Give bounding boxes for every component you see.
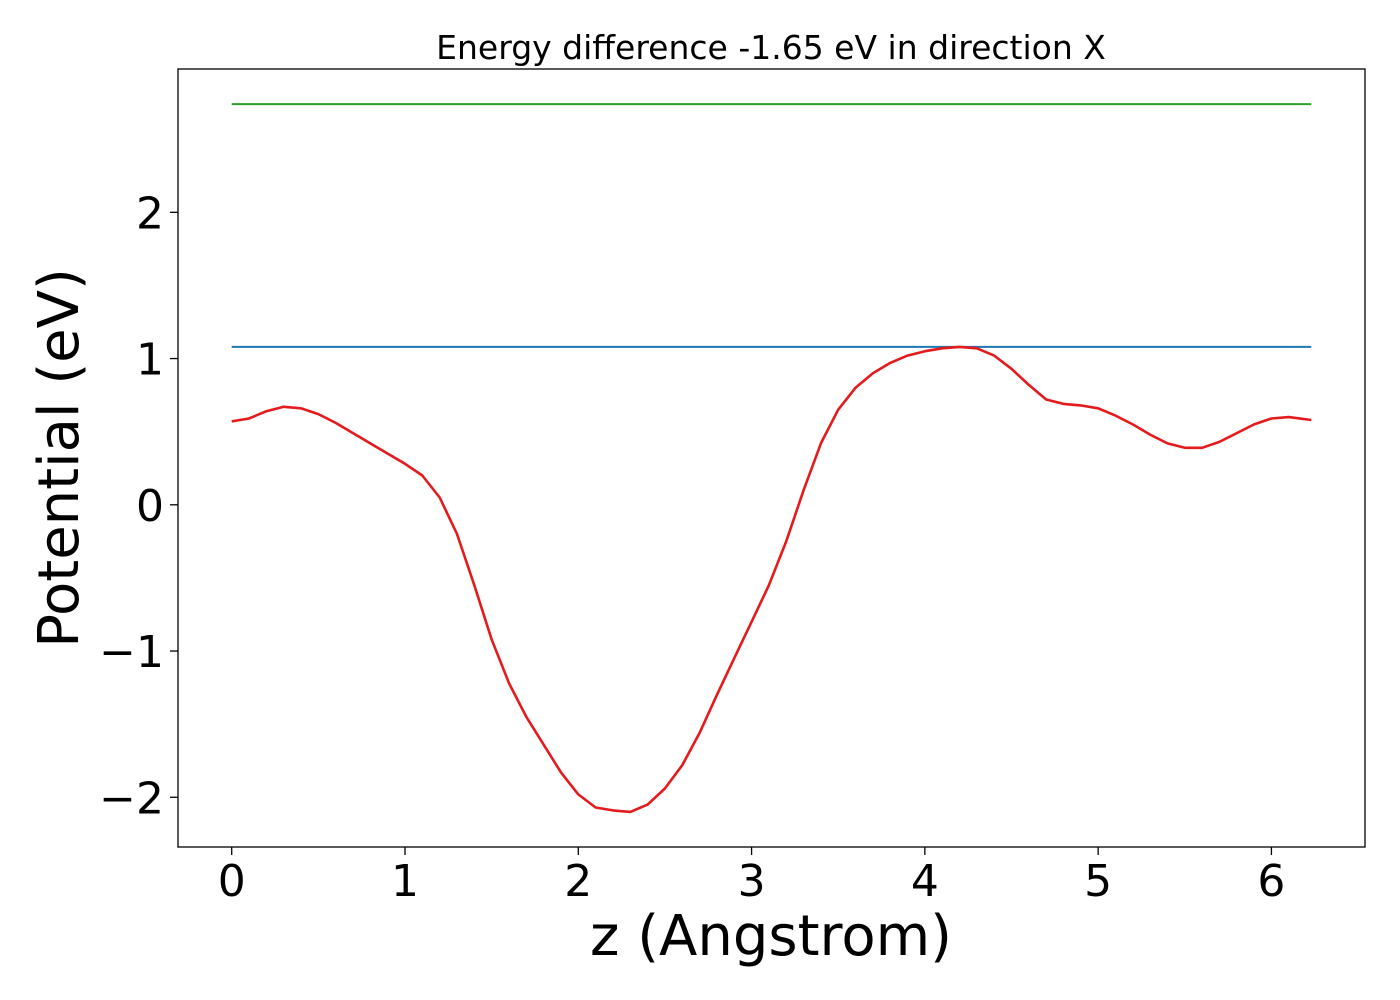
x-tick-label: 0 (218, 856, 246, 907)
y-axis-label: Potential (eV) (27, 268, 92, 648)
x-tick-label: 2 (564, 856, 592, 907)
x-tick-label: 4 (911, 856, 939, 907)
x-axis-label: z (Angstrom) (590, 904, 952, 969)
x-tick-label: 6 (1257, 856, 1285, 907)
series-line-3 (231, 345, 1312, 814)
x-axis: 0 1 2 3 4 5 6 (218, 847, 1285, 907)
x-tick-label: 5 (1084, 856, 1112, 907)
y-tick-label: 2 (136, 188, 164, 239)
plot-frame (177, 68, 1366, 848)
x-tick-label: 3 (738, 856, 766, 907)
y-axis: −2 −1 0 1 2 (99, 188, 178, 824)
y-tick-label: −1 (99, 627, 164, 678)
chart-title: Energy difference -1.65 eV in direction … (436, 28, 1106, 67)
y-tick-label: −2 (99, 773, 164, 824)
y-tick-label: 0 (136, 481, 164, 532)
y-tick-label: 1 (136, 335, 164, 386)
x-tick-label: 1 (391, 856, 419, 907)
series-layer (231, 103, 1312, 814)
